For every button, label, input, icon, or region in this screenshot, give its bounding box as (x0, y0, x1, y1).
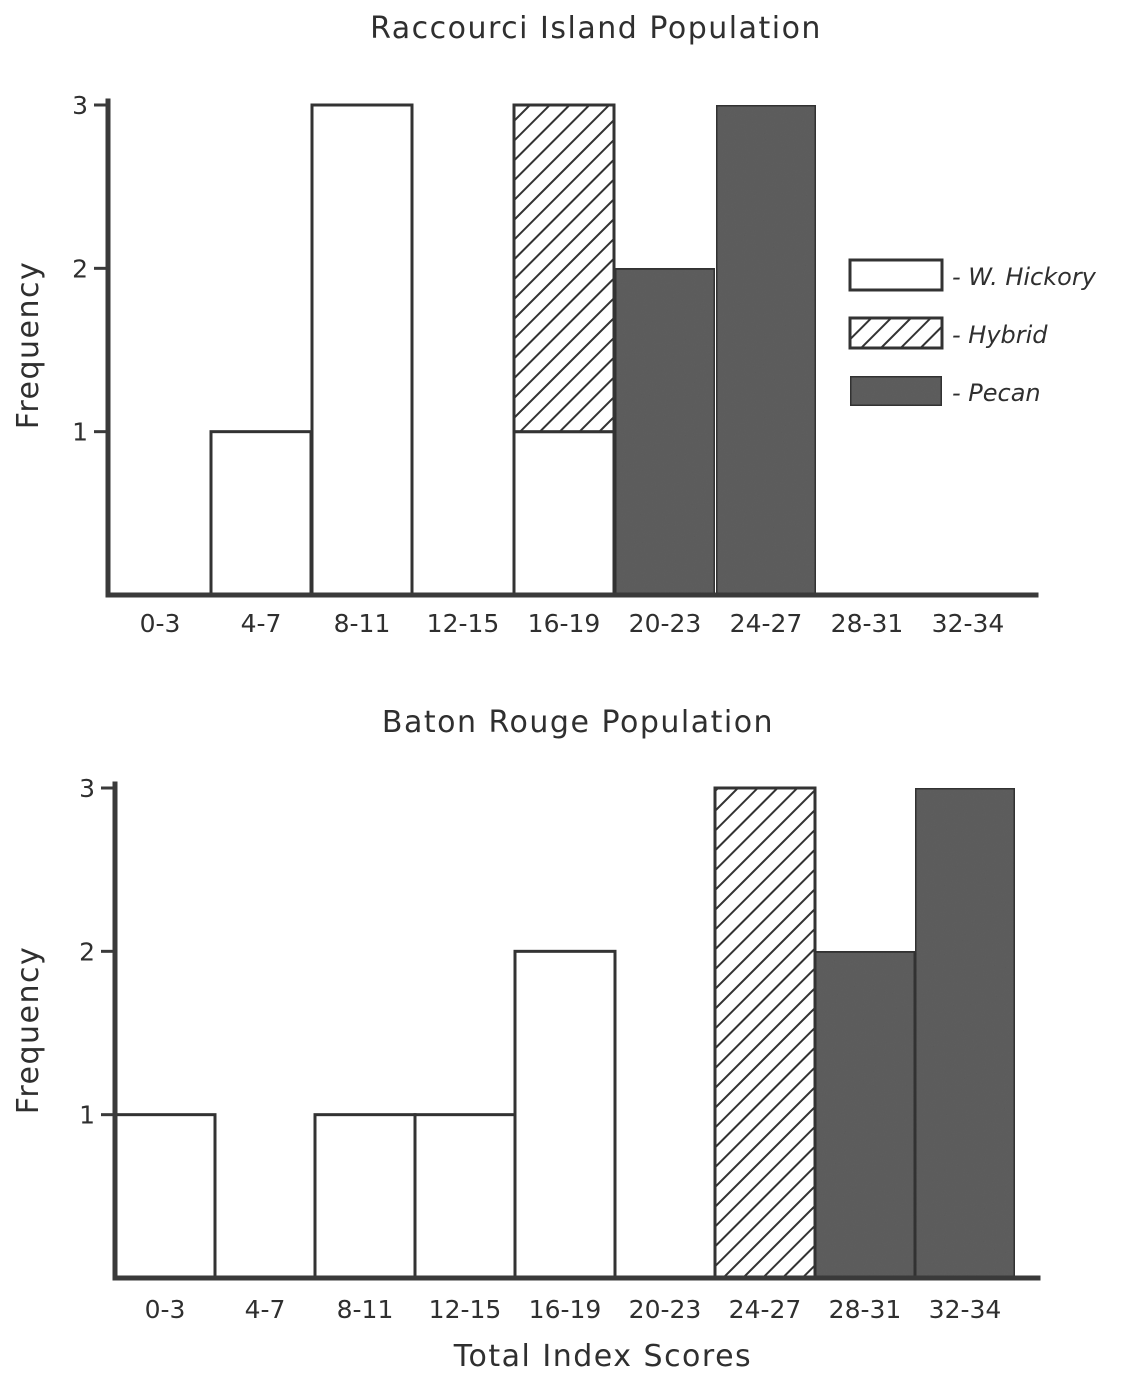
chart-title: Raccourci Island Population (370, 11, 822, 46)
x-axis-label: Total Index Scores (453, 1339, 752, 1374)
x-tick-label: 16-19 (529, 1295, 602, 1324)
x-tick-label: 0-3 (140, 609, 181, 638)
y-tick-label: 3 (79, 774, 95, 803)
legend-label: - W. Hickory (952, 263, 1097, 291)
chart-raccourci: Raccourci Island Population Frequency 0-… (11, 11, 1039, 638)
x-tick-label: 24-27 (729, 1295, 802, 1324)
bar-pecan-32-34 (913, 786, 1017, 1280)
y-tick-label: 3 (72, 91, 88, 120)
bar-w-hickory-16-19 (512, 430, 616, 597)
legend-label: - Hybrid (952, 321, 1048, 349)
legend-swatch-w-hickory (848, 258, 944, 292)
y-tick-label: 1 (72, 418, 88, 447)
legend-label: - Pecan (952, 379, 1041, 407)
x-tick-label: 12-15 (429, 1295, 502, 1324)
x-tick-label: 4-7 (241, 609, 282, 638)
x-tick-label: 8-11 (337, 1295, 394, 1324)
bar-w-hickory-8-11 (310, 103, 414, 597)
x-tick-label: 20-23 (629, 609, 702, 638)
legend-swatch-pecan (848, 374, 944, 408)
bar-hybrid-24-27 (713, 786, 817, 1280)
y-tick-label: 2 (72, 254, 88, 283)
y-axis-label: Frequency (11, 946, 46, 1114)
chart-baton-rouge: Baton Rouge Population Frequency 0-3 4-7 8… (11, 705, 1041, 1374)
legend: - W. Hickory - Hybrid - Pecan (848, 258, 1097, 408)
y-tick-label: 2 (79, 937, 95, 966)
chart-title: Baton Rouge Population (382, 705, 774, 740)
bar-w-hickory-0-3 (113, 1113, 217, 1280)
ticks-group: 0-3 4-7 8-11 12-15 16-19 20-23 24-27 28-31 32-34… (72, 91, 1004, 638)
y-tick-label: 1 (79, 1101, 95, 1130)
x-tick-label: 8-11 (334, 609, 391, 638)
x-tick-label: 32-34 (932, 609, 1005, 638)
x-tick-label: 20-23 (629, 1295, 702, 1324)
y-axis-label: Frequency (11, 261, 46, 429)
bar-w-hickory-12-15 (413, 1113, 517, 1280)
bars-group (209, 103, 818, 597)
bars-group (113, 786, 1017, 1280)
bar-w-hickory-8-11 (313, 1113, 417, 1280)
x-tick-label: 28-31 (831, 609, 904, 638)
ticks-group: 0-3 4-7 8-11 12-15 16-19 20-23 24-27 28-31 32-34… (79, 774, 1001, 1324)
bar-w-hickory-16-19 (513, 949, 617, 1280)
bar-pecan-24-27 (714, 103, 818, 597)
x-tick-label: 4-7 (245, 1295, 286, 1324)
bar-w-hickory-4-7 (209, 430, 313, 597)
x-tick-label: 32-34 (929, 1295, 1002, 1324)
bar-hybrid-16-19 (512, 103, 616, 434)
bar-pecan-20-23 (613, 266, 717, 597)
legend-swatch-hybrid (848, 316, 944, 350)
axes-group (112, 781, 1041, 1281)
bar-pecan-28-31 (813, 949, 917, 1280)
x-tick-label: 24-27 (730, 609, 803, 638)
x-tick-label: 12-15 (427, 609, 500, 638)
x-tick-label: 16-19 (528, 609, 601, 638)
axes-group (105, 98, 1039, 598)
x-tick-label: 0-3 (145, 1295, 186, 1324)
x-tick-label: 28-31 (829, 1295, 902, 1324)
